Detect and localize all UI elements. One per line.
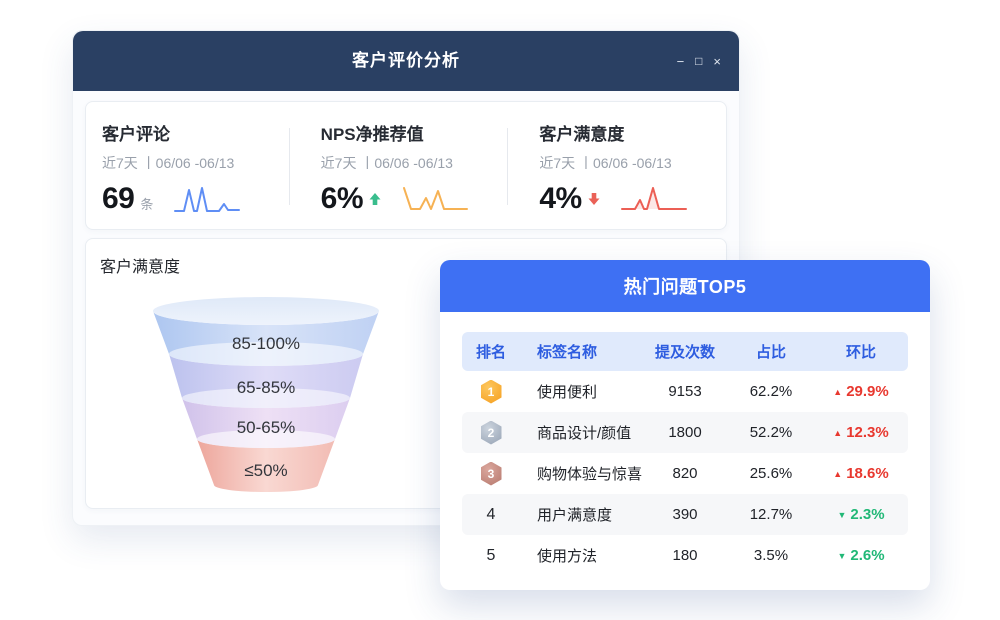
trend-up-arrow-icon (369, 192, 381, 206)
top5-table: 排名 标签名称 提及次数 占比 环比 1 使用便利 9153 62.2% ▲ 29… (462, 332, 908, 576)
row-change: ▲ 18.6% (833, 465, 889, 482)
table-header-row: 排名 标签名称 提及次数 占比 环比 (462, 332, 908, 371)
funnel-card-title: 客户满意度 (100, 259, 181, 276)
close-icon[interactable]: × (713, 53, 721, 69)
stat-value-row: 4% (539, 181, 726, 217)
funnel-chart: 85-100% 65-85% 50-65% ≤50% (153, 297, 379, 492)
column-header-mentions: 提及次数 (654, 344, 715, 361)
down-triangle-icon: ▼ (837, 550, 847, 561)
funnel-tier-label: 65-85% (237, 378, 296, 397)
up-triangle-icon: ▲ (833, 386, 843, 397)
row-share: 3.5% (753, 547, 789, 564)
stat-value: 69 (102, 182, 135, 215)
stat-satisfaction: 客户满意度 近7天 丨06/06 -06/13 4% (507, 102, 726, 229)
row-mentions: 1800 (668, 424, 702, 441)
rank-number: 4 (486, 505, 496, 523)
table-row: 1 使用便利 9153 62.2% ▲ 29.9% (462, 371, 908, 412)
table-row: 4 用户满意度 390 12.7% ▼ 2.3% (462, 494, 908, 535)
stats-summary-card: 客户评论 近7天 丨06/06 -06/13 69 条 NPS净推荐值 近7天 … (85, 101, 727, 230)
stat-value: 6% (320, 182, 364, 215)
up-triangle-icon: ▲ (833, 468, 843, 479)
row-change: ▼ 2.3% (837, 506, 885, 523)
stat-unit: 条 (140, 197, 154, 212)
trend-down-arrow-icon (588, 192, 600, 206)
rank-2-silver-badge-icon: 2 (480, 420, 502, 445)
rank-number: 5 (486, 546, 496, 564)
stat-period: 近7天 丨06/06 -06/13 (539, 155, 672, 171)
top5-panel-title: 热门问题TOP5 (623, 277, 747, 297)
row-label: 商品设计/颜值 (537, 425, 632, 442)
window-titlebar: 客户评价分析 − □ × (73, 31, 739, 91)
nps-sparkline-chart (403, 187, 469, 210)
satisfaction-sparkline-chart (620, 187, 687, 210)
funnel-tier-label: 50-65% (237, 418, 296, 437)
stat-period: 近7天 丨06/06 -06/13 (320, 155, 453, 171)
comments-sparkline-chart (174, 187, 241, 212)
rank-3-bronze-badge-icon: 3 (480, 461, 502, 486)
customer-review-analysis-window: 客户评价分析 − □ × 客户评论 近7天 丨06/06 -06/13 69 条 (72, 30, 740, 526)
row-share: 52.2% (749, 424, 793, 441)
maximize-icon[interactable]: □ (695, 54, 703, 68)
rank-1-gold-badge-icon: 1 (480, 379, 502, 404)
table-row: 5 使用方法 180 3.5% ▼ 2.6% (462, 535, 908, 576)
table-row: 3 购物体验与惊喜 820 25.6% ▲ 18.6% (462, 453, 908, 494)
column-header-rank: 排名 (475, 344, 506, 361)
stat-title: 客户满意度 (539, 125, 625, 144)
funnel-tier-label: 85-100% (232, 334, 300, 353)
row-label: 用户满意度 (537, 507, 613, 524)
row-mentions: 390 (672, 506, 698, 523)
row-label: 使用便利 (537, 384, 598, 401)
stat-title: NPS净推荐值 (320, 125, 424, 144)
stat-nps: NPS净推荐值 近7天 丨06/06 -06/13 6% (288, 102, 508, 229)
row-label: 使用方法 (537, 548, 598, 565)
window-title: 客户评价分析 (352, 51, 460, 70)
stat-value-row: 6% (321, 181, 508, 217)
stat-value-row: 69 条 (102, 181, 289, 217)
top5-panel-header: 热门问题TOP5 (440, 260, 930, 312)
column-header-share: 占比 (755, 344, 786, 361)
hot-issues-top5-panel: 热门问题TOP5 排名 标签名称 提及次数 占比 环比 1 使用便利 9153 … (440, 260, 930, 590)
row-mentions: 9153 (668, 383, 702, 400)
row-change: ▼ 2.6% (837, 547, 885, 564)
row-label: 购物体验与惊喜 (537, 466, 643, 483)
row-share: 12.7% (749, 506, 793, 523)
row-change: ▲ 12.3% (833, 424, 889, 441)
table-row: 2 商品设计/颜值 1800 52.2% ▲ 12.3% (462, 412, 908, 453)
column-header-change: 环比 (845, 344, 876, 361)
row-mentions: 180 (672, 547, 698, 564)
stat-value: 4% (539, 182, 582, 215)
window-controls: − □ × (677, 31, 721, 91)
row-share: 62.2% (749, 383, 793, 400)
stat-customer-comments: 客户评论 近7天 丨06/06 -06/13 69 条 (86, 102, 289, 229)
column-header-label: 标签名称 (537, 344, 598, 361)
funnel-tier-label: ≤50% (244, 461, 287, 480)
stat-period: 近7天 丨06/06 -06/13 (102, 155, 235, 171)
row-share: 25.6% (749, 465, 793, 482)
row-mentions: 820 (672, 465, 698, 482)
row-change: ▲ 29.9% (833, 383, 889, 400)
down-triangle-icon: ▼ (837, 509, 847, 520)
stat-title: 客户评论 (102, 125, 170, 144)
up-triangle-icon: ▲ (833, 427, 843, 438)
minimize-icon[interactable]: − (676, 53, 685, 69)
